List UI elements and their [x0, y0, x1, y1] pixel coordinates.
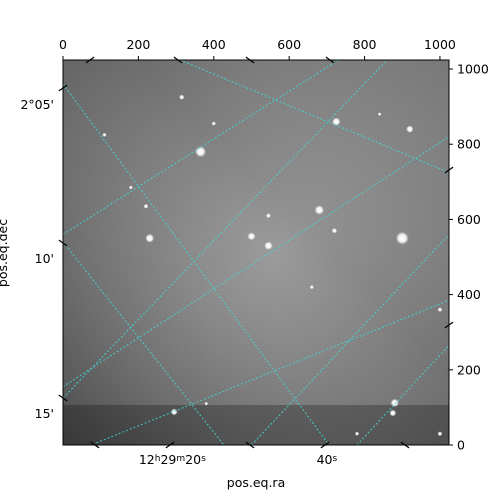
frame-mark [444, 166, 454, 174]
grid-line [179, 60, 449, 173]
frame-mark [245, 56, 255, 64]
star [332, 117, 341, 126]
stars-layer [102, 94, 443, 437]
star [406, 125, 414, 133]
top-tick-label: 400 [202, 37, 226, 52]
dec-tick-label: 10' [35, 251, 54, 266]
grid-line [89, 299, 449, 445]
ra-tick-label: 12h29m20s [139, 452, 206, 467]
right-pixel-axis: 0 200 400 600 800 1000 [449, 62, 489, 453]
star [143, 203, 149, 209]
frame-mark [400, 441, 410, 449]
dec-tick-label: 2°05' [20, 97, 54, 112]
star [204, 401, 209, 406]
star [377, 112, 382, 116]
frame-mark [58, 84, 68, 92]
frame-mark [173, 56, 183, 64]
star [314, 205, 325, 215]
star [266, 213, 271, 218]
star [145, 233, 155, 243]
star [437, 307, 443, 312]
frame-mark [85, 56, 95, 64]
frame-mark [245, 441, 255, 449]
star [354, 431, 360, 436]
dec-tick-label: 15' [35, 406, 54, 421]
ra-axis: 12h29m20s 40s [139, 452, 338, 467]
top-tick-label: 800 [353, 37, 377, 52]
dec-axis: 2°05' 10' 15' [20, 97, 54, 421]
grid-line [63, 136, 449, 388]
star [309, 285, 314, 290]
top-pixel-axis: 0 200 400 600 800 1000 [59, 37, 456, 60]
right-tick-label: 0 [457, 438, 465, 453]
star [128, 185, 133, 190]
star [390, 398, 399, 408]
star [195, 146, 207, 158]
sky-image [63, 60, 449, 445]
frame-mark [165, 441, 175, 449]
frame-mark [58, 394, 68, 402]
frame-mark [58, 239, 68, 247]
x-axis-label: pos.eq.ra [227, 475, 285, 490]
ra-tick-label: 40s [317, 452, 338, 467]
right-tick-label: 200 [457, 362, 481, 377]
grid-line [63, 60, 340, 235]
top-tick-label: 1000 [424, 37, 456, 52]
top-tick-label: 600 [277, 37, 301, 52]
star [331, 228, 338, 234]
star [264, 241, 273, 250]
right-tick-label: 600 [457, 212, 481, 227]
frame-mark [325, 56, 335, 64]
coordinate-grid [63, 60, 449, 445]
top-tick-label: 200 [126, 37, 150, 52]
star [437, 431, 443, 437]
plot-frame [62, 59, 450, 446]
top-tick-label: 0 [59, 37, 67, 52]
frame-mark [444, 321, 454, 329]
grid-line [63, 83, 330, 445]
star [179, 94, 185, 100]
right-tick-label: 1000 [457, 62, 489, 77]
star [395, 231, 409, 245]
star [211, 121, 216, 126]
frame-mark [320, 441, 330, 449]
grid-line [63, 241, 225, 445]
star [102, 132, 107, 137]
y-axis-label: pos.eq.dec [0, 219, 10, 287]
star [389, 409, 397, 417]
right-tick-label: 400 [457, 287, 481, 302]
right-tick-label: 800 [457, 137, 481, 152]
star [247, 232, 256, 241]
grid-line [356, 345, 449, 445]
frame-mark [90, 441, 100, 449]
